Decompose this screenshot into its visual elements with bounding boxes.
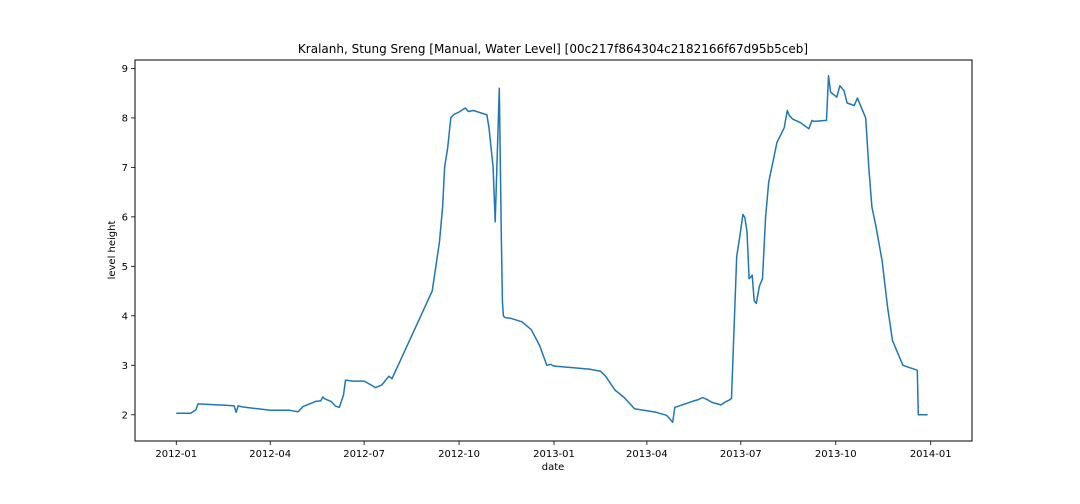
x-tick-label: 2013-10 — [815, 449, 857, 460]
x-tick-label: 2012-10 — [438, 449, 480, 460]
x-tick-label: 2012-01 — [155, 449, 197, 460]
y-tick-label: 4 — [122, 311, 128, 322]
x-tick-label: 2012-07 — [343, 449, 385, 460]
y-tick-label: 6 — [122, 212, 128, 223]
y-tick-label: 5 — [122, 262, 128, 273]
y-axis-title: level height — [107, 221, 118, 280]
x-axis: 2012-01 2012-04 2012-07 2012-10 2013-01 2013-… — [155, 441, 952, 460]
y-axis: 2 3 4 5 6 7 8 9 — [122, 64, 135, 421]
y-tick-label: 7 — [122, 163, 128, 174]
x-tick-label: 2012-04 — [249, 449, 291, 460]
plot-area: 2012-01 2012-04 2012-07 2012-10 2013-01 2013-… — [122, 59, 973, 460]
series-layer — [176, 75, 928, 423]
x-tick-label: 2013-07 — [720, 449, 762, 460]
x-axis-title: date — [542, 462, 565, 473]
y-tick-label: 3 — [122, 361, 128, 372]
y-tick-label: 9 — [122, 64, 128, 75]
axes-frame — [134, 59, 973, 442]
chart-title: Kralanh, Stung Sreng [Manual, Water Leve… — [298, 42, 808, 56]
x-tick-label: 2013-01 — [533, 449, 575, 460]
y-tick-label: 8 — [122, 113, 128, 124]
x-tick-label: 2013-04 — [626, 449, 668, 460]
x-tick-label: 2014-01 — [910, 449, 952, 460]
series-line-0 — [176, 75, 928, 423]
y-tick-label: 2 — [122, 410, 128, 421]
